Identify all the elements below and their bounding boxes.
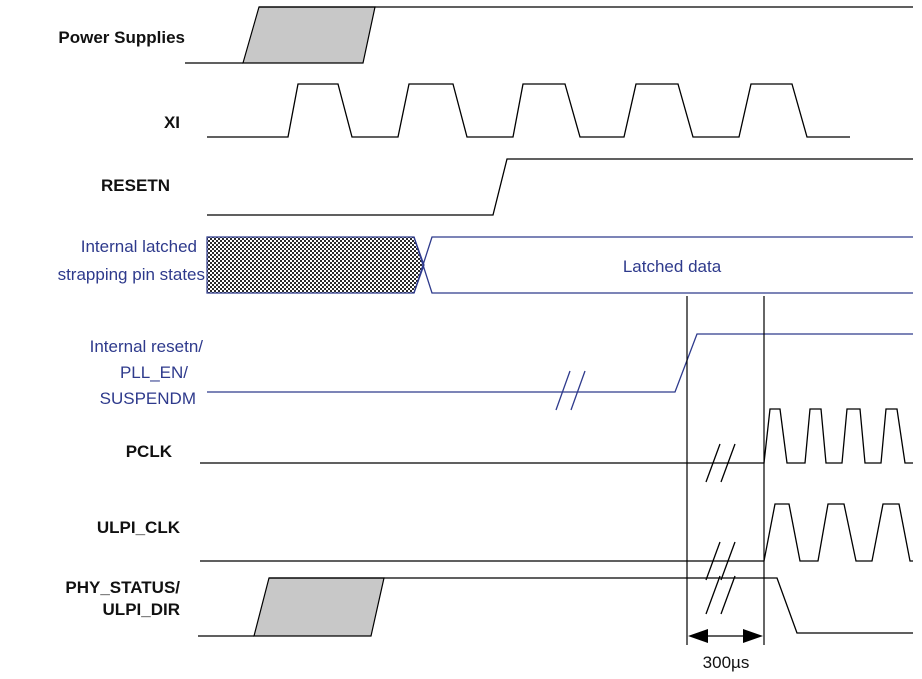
internal-resetn-waveform [207, 333, 913, 393]
pclk-label: PCLK [126, 442, 173, 461]
resetn-label: RESETN [101, 176, 170, 195]
ulpi-clk-break-mark-1 [705, 541, 721, 581]
internal-resetn-label-line2: PLL_EN/ [120, 363, 188, 382]
pclk-waveform [200, 408, 913, 464]
pclk-break-mark-1 [705, 443, 721, 483]
internal-resetn-label-line1: Internal resetn/ [90, 337, 204, 356]
power-supplies-ramp [242, 6, 376, 64]
strapping-undefined-region [206, 236, 425, 294]
duration-label: 300µs [703, 653, 750, 672]
strapping-transition-high [413, 236, 913, 294]
internal-resetn-label-line3: SUSPENDM [100, 389, 196, 408]
internal-resetn-break-mark-2 [570, 370, 586, 411]
phy-status-waveform [269, 577, 913, 634]
xi-clock-waveform [207, 83, 850, 138]
phy-status-ramp [253, 577, 385, 637]
duration-arrowhead-right [743, 629, 763, 643]
phy-status-label-line2: ULPI_DIR [103, 600, 180, 619]
strapping-label-line2: strapping pin states [58, 265, 205, 284]
resetn-waveform [207, 158, 913, 216]
strapping-label-line1: Internal latched [81, 237, 197, 256]
internal-resetn-break-mark-1 [555, 370, 571, 411]
latched-data-label: Latched data [623, 257, 722, 276]
phy-status-break-mark-1 [705, 575, 721, 615]
pclk-break-mark-2 [720, 443, 736, 483]
ulpi-clk-break-mark-2 [720, 541, 736, 581]
phy-status-label-line1: PHY_STATUS/ [65, 578, 180, 597]
phy-status-break-mark-2 [720, 575, 736, 615]
duration-arrowhead-left [688, 629, 708, 643]
xi-label: XI [164, 113, 180, 132]
power-supplies-label: Power Supplies [58, 28, 185, 47]
ulpi-clk-waveform [200, 503, 913, 562]
strapping-transition-low [413, 236, 913, 294]
ulpi-clk-label: ULPI_CLK [97, 518, 181, 537]
